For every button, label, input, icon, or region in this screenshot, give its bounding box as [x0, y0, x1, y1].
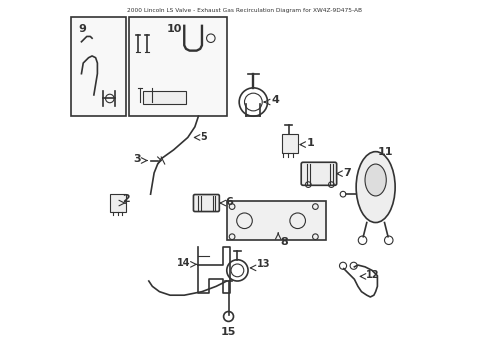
Text: 8: 8 — [279, 238, 287, 247]
Text: 7: 7 — [343, 167, 350, 177]
Text: 13: 13 — [256, 259, 270, 269]
Text: 11: 11 — [377, 147, 392, 157]
Text: 12: 12 — [366, 270, 379, 280]
Text: 4: 4 — [270, 95, 278, 105]
Text: 1: 1 — [306, 139, 314, 148]
Text: 3: 3 — [133, 154, 141, 165]
Text: 14: 14 — [177, 258, 190, 268]
Text: 5: 5 — [200, 132, 206, 142]
FancyBboxPatch shape — [301, 162, 336, 185]
Bar — [281, 134, 297, 153]
Bar — [143, 91, 185, 104]
Text: 15: 15 — [221, 327, 236, 337]
Ellipse shape — [355, 152, 394, 222]
Bar — [129, 17, 226, 116]
FancyBboxPatch shape — [193, 194, 219, 212]
Text: 10: 10 — [166, 24, 182, 34]
FancyBboxPatch shape — [226, 201, 325, 240]
Ellipse shape — [364, 164, 386, 196]
Bar — [110, 194, 125, 212]
Text: 6: 6 — [225, 197, 233, 207]
Bar — [71, 17, 125, 116]
Text: 2: 2 — [122, 194, 130, 204]
Text: 9: 9 — [78, 24, 85, 34]
Text: 2000 Lincoln LS Valve - Exhaust Gas Recirculation Diagram for XW4Z-9D475-AB: 2000 Lincoln LS Valve - Exhaust Gas Reci… — [127, 8, 361, 13]
